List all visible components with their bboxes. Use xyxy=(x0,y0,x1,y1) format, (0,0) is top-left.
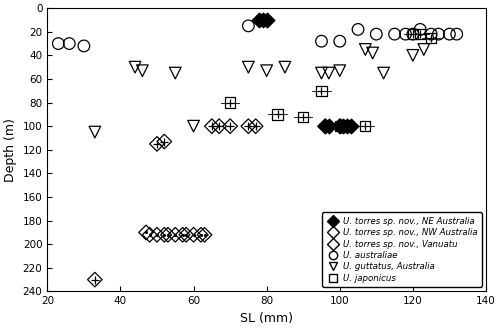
Point xyxy=(346,124,354,129)
Point xyxy=(131,64,139,70)
Point xyxy=(274,112,281,117)
Point xyxy=(318,88,326,93)
Point xyxy=(328,220,336,226)
Point xyxy=(281,64,289,70)
Point xyxy=(160,232,168,238)
Point xyxy=(91,129,99,135)
Point xyxy=(409,53,417,58)
Point xyxy=(362,124,370,129)
Point xyxy=(200,232,208,238)
Point xyxy=(402,32,409,37)
Point xyxy=(208,124,216,129)
Point xyxy=(354,27,362,32)
Point xyxy=(226,100,234,105)
Point xyxy=(54,41,62,46)
Y-axis label: Depth (m): Depth (m) xyxy=(4,118,17,182)
Legend: U. torres sp. nov., NE Australia, U. torres sp. nov., NW Australia, U. torres sp: U. torres sp. nov., NE Australia, U. tor… xyxy=(322,213,482,287)
Point xyxy=(427,35,435,40)
Point xyxy=(380,70,388,76)
Point xyxy=(160,139,168,144)
Point xyxy=(244,23,252,29)
Point xyxy=(299,114,307,119)
Point xyxy=(190,232,198,238)
Point xyxy=(321,124,329,129)
Point xyxy=(153,141,161,146)
Point xyxy=(343,124,351,129)
Point xyxy=(66,41,74,46)
Point xyxy=(182,232,190,238)
Point xyxy=(153,232,161,238)
Point xyxy=(256,17,264,23)
Point xyxy=(325,70,333,76)
Point xyxy=(172,70,179,76)
Point xyxy=(197,232,205,238)
Point xyxy=(244,64,252,70)
Point xyxy=(146,232,154,238)
Point xyxy=(215,124,223,129)
Point xyxy=(434,32,442,37)
Point xyxy=(452,32,460,37)
Point xyxy=(252,124,260,129)
Point xyxy=(226,124,234,129)
Point xyxy=(244,124,252,129)
Point xyxy=(446,32,454,37)
Point xyxy=(340,124,347,129)
Point xyxy=(318,70,326,76)
Point xyxy=(91,277,99,282)
Point xyxy=(259,17,267,23)
Point xyxy=(164,232,172,238)
Point xyxy=(138,68,146,73)
Point xyxy=(318,38,326,44)
Point xyxy=(336,68,344,73)
Point xyxy=(368,50,376,56)
Point xyxy=(390,32,398,37)
Point xyxy=(142,230,150,235)
Point xyxy=(336,124,344,129)
Point xyxy=(190,124,198,129)
Point xyxy=(362,47,370,52)
Point xyxy=(409,32,417,37)
Point xyxy=(409,32,417,37)
Point xyxy=(172,232,179,238)
Point xyxy=(178,232,186,238)
Point xyxy=(325,124,333,129)
Point xyxy=(321,124,329,129)
X-axis label: SL (mm): SL (mm) xyxy=(240,312,293,325)
Point xyxy=(262,17,270,23)
Point xyxy=(427,32,435,37)
Point xyxy=(420,47,428,52)
Point xyxy=(80,43,88,49)
Point xyxy=(372,32,380,37)
Point xyxy=(336,38,344,44)
Point xyxy=(262,68,270,73)
Point xyxy=(336,124,344,129)
Point xyxy=(416,32,424,37)
Point xyxy=(416,27,424,32)
Point xyxy=(336,124,344,129)
